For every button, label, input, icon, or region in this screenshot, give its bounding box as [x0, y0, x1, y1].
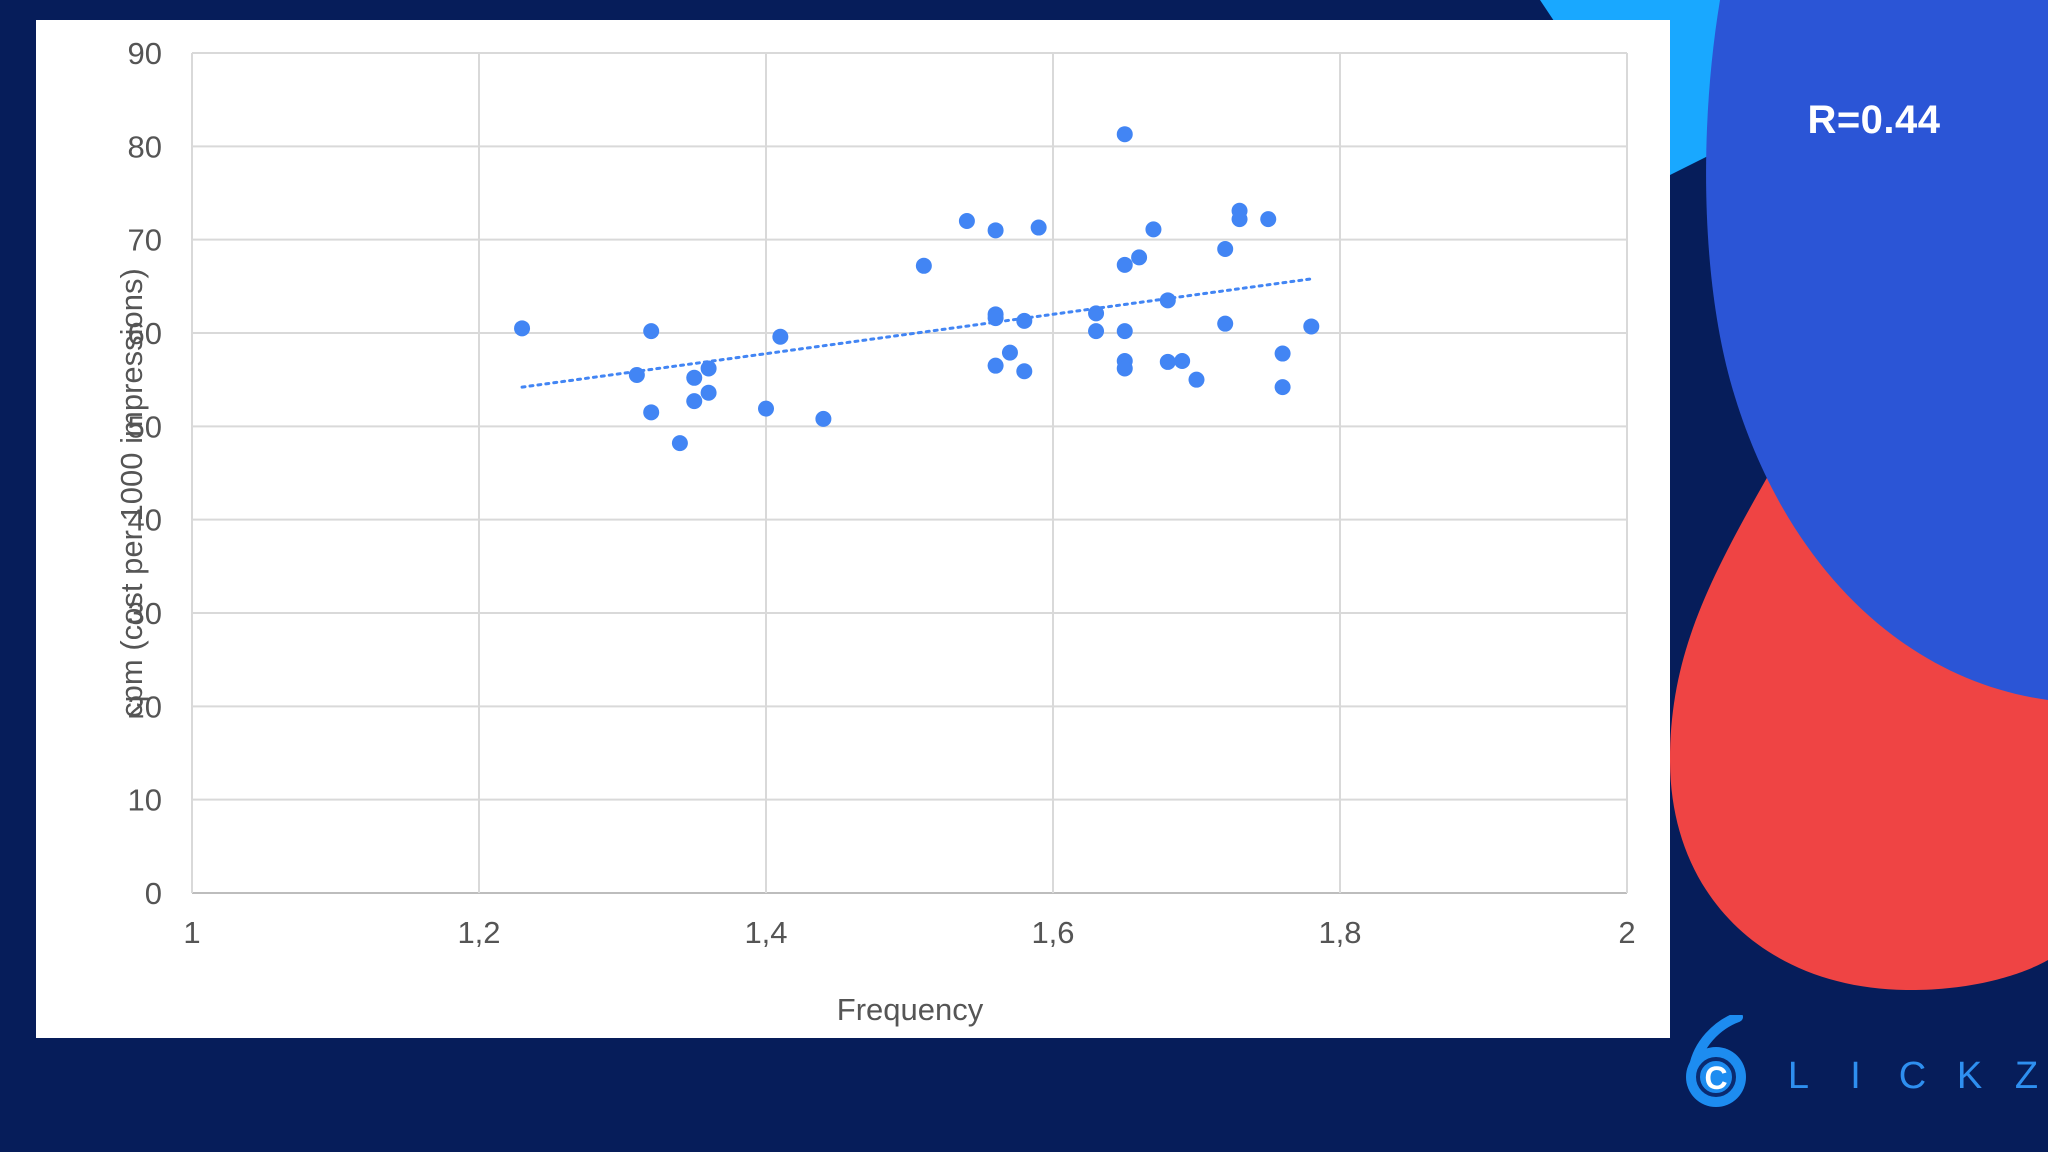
x-tick-label: 1	[183, 915, 200, 950]
data-point	[700, 384, 717, 401]
logo-mark-icon: C	[1686, 1015, 1746, 1107]
y-tick-label: 20	[128, 689, 162, 724]
logo-letter: C	[1898, 1055, 1927, 1097]
clickz-logo: C L I C K Z	[1680, 1015, 2038, 1111]
data-point	[1217, 241, 1234, 257]
data-point	[1116, 126, 1133, 143]
y-tick-label: 10	[128, 783, 162, 818]
data-point	[1116, 256, 1133, 273]
data-point	[1303, 318, 1320, 335]
data-point	[1231, 211, 1248, 228]
data-point	[628, 367, 645, 383]
data-point	[915, 257, 932, 274]
data-point	[987, 357, 1004, 374]
data-point	[758, 400, 774, 417]
y-tick-label: 70	[128, 223, 162, 258]
data-point	[772, 328, 789, 345]
data-point	[1088, 305, 1105, 322]
data-point	[1116, 360, 1133, 377]
data-point	[1159, 292, 1176, 309]
data-point	[1217, 315, 1234, 332]
logo-letter: L	[1787, 1055, 1810, 1097]
logo-wordmark: L I C K Z	[1770, 1055, 2048, 1098]
data-point	[1016, 363, 1033, 380]
chart-panel: 0 10 20 30 40 50 60 70 80 90 1 1,2 1,4 1,6 1,8 2 Frequ…	[36, 20, 1670, 1038]
y-tick-label: 0	[145, 876, 162, 911]
data-point	[1116, 323, 1133, 340]
x-tick-label: 1,4	[744, 915, 787, 950]
x-tick-label: 1,8	[1318, 915, 1361, 950]
data-point	[1174, 353, 1191, 369]
x-axis-ticks: 1 1,2 1,4 1,6 1,8 2	[183, 915, 1635, 950]
blue-blob-shape	[1706, 0, 2048, 700]
y-axis-ticks: 0 10 20 30 40 50 60 70 80 90	[128, 36, 162, 911]
y-tick-label: 40	[128, 503, 162, 538]
data-point	[514, 320, 531, 337]
x-tick-label: 1,6	[1031, 915, 1074, 950]
correlation-label: R=0.44	[1807, 98, 1941, 142]
data-point	[643, 404, 660, 421]
data-point	[1030, 219, 1047, 236]
y-tick-label: 90	[128, 36, 162, 71]
data-point	[987, 310, 1004, 327]
logo-letter: I	[1850, 1055, 1861, 1097]
y-tick-label: 60	[128, 316, 162, 351]
logo-letter: Z	[2014, 1055, 2039, 1097]
logo-mark-letter: C	[1704, 1060, 1727, 1096]
data-point	[1088, 323, 1105, 340]
data-point	[1188, 371, 1205, 388]
data-point	[1274, 345, 1291, 362]
x-tick-label: 2	[1618, 915, 1635, 950]
grid	[191, 52, 1628, 894]
data-point	[815, 410, 832, 427]
y-axis-label: cpm (cost per 1000 impressions)	[114, 268, 149, 718]
data-point	[686, 393, 703, 410]
data-point	[643, 323, 660, 340]
data-point	[987, 222, 1004, 239]
scatter-chart: 0 10 20 30 40 50 60 70 80 90 1 1,2 1,4 1,6 1,8 2 Frequ…	[114, 36, 1636, 1027]
data-point	[671, 435, 688, 452]
data-point	[1131, 249, 1148, 266]
data-point	[1260, 211, 1277, 228]
data-point	[1159, 353, 1176, 370]
data-point	[686, 369, 703, 386]
trendline-path	[520, 277, 1313, 389]
data-point	[1016, 312, 1033, 329]
data-point	[1274, 379, 1291, 396]
y-tick-label: 50	[128, 409, 162, 444]
trendline	[520, 277, 1313, 389]
y-tick-label: 80	[128, 129, 162, 164]
data-points	[514, 126, 1320, 452]
data-point	[958, 213, 975, 229]
logo-letter: K	[1956, 1055, 1983, 1097]
x-tick-label: 1,2	[457, 915, 500, 950]
data-point	[700, 360, 717, 377]
x-axis-label: Frequency	[837, 992, 984, 1027]
y-tick-label: 30	[128, 596, 162, 631]
data-point	[1145, 221, 1162, 238]
data-point	[1001, 344, 1018, 361]
